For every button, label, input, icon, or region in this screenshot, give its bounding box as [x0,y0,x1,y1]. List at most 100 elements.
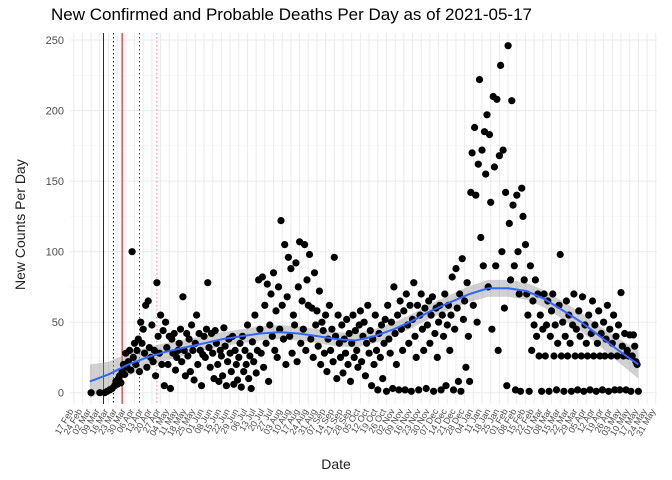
data-point [459,315,467,323]
data-point [176,325,185,333]
data-point [274,283,283,291]
data-point [236,339,244,347]
data-point [590,352,598,360]
data-point [216,346,224,354]
data-point [323,368,331,376]
data-point [391,329,399,338]
data-point [189,346,197,354]
data-point [400,307,408,315]
data-point [365,349,373,357]
data-point [273,353,281,361]
data-point [175,339,183,347]
grid-lines [70,33,657,404]
data-point [233,376,242,384]
data-point [335,339,343,347]
data-point [598,386,607,394]
data-point [603,301,612,309]
data-point [392,360,400,369]
data-point [433,353,441,361]
data-point [564,352,572,360]
data-point [224,358,232,366]
data-point [171,366,180,374]
y-tick-label: 100 [46,247,64,259]
data-point [585,311,593,319]
data-point [493,95,501,103]
data-point [318,318,326,326]
data-point [121,370,129,378]
data-point [613,352,621,360]
data-point [282,360,290,369]
data-point [140,349,149,357]
data-point [428,293,436,301]
data-point [325,301,333,309]
data-point [410,279,418,287]
data-point [417,290,425,298]
data-point [396,297,404,305]
data-point [276,325,284,333]
data-point [377,321,386,329]
data-point [194,360,202,369]
data-point [314,342,322,350]
data-point [272,307,280,315]
data-point [439,332,448,340]
data-point [631,342,639,350]
data-point [327,346,335,354]
data-point [451,325,459,333]
data-point [144,297,152,305]
data-point [561,332,569,340]
data-point [572,325,580,333]
data-point [312,321,320,329]
data-point [525,387,533,395]
data-point [263,280,271,288]
data-point [341,349,350,357]
data-point [435,318,443,326]
data-point [578,293,587,301]
data-point [446,346,454,354]
data-point [348,339,356,347]
data-point [248,338,256,346]
data-point [257,349,265,357]
data-point [241,346,249,354]
data-point [301,241,309,249]
data-point [343,315,351,323]
y-tick-label: 200 [46,106,64,118]
data-point [457,387,465,395]
smooth-fit-line [89,287,639,383]
data-point [305,250,314,259]
data-point [364,301,372,309]
data-point [157,311,165,319]
data-point [477,233,485,242]
data-point [530,321,538,329]
data-point [542,321,551,329]
data-point [504,42,512,50]
data-point [505,219,513,227]
data-point [468,149,476,157]
data-point [482,170,490,178]
data-point [453,304,461,312]
data-point [499,146,507,154]
data-point [202,325,211,333]
data-point [601,352,609,360]
data-point [183,329,191,338]
data-point [528,346,536,354]
data-point [330,253,338,261]
data-point [291,321,299,329]
data-point [422,384,430,393]
data-point [559,318,567,326]
data-point [566,339,574,347]
data-point [178,358,186,366]
data-point [541,352,549,360]
data-point [550,352,558,360]
data-point [627,387,635,395]
data-point [461,297,469,305]
data-point [366,327,374,335]
data-point [117,379,125,387]
data-point [376,353,384,361]
data-point [379,375,387,383]
data-point [591,321,599,329]
data-point [634,387,643,395]
data-point [287,265,295,273]
data-point [485,131,494,139]
data-point [401,386,409,394]
